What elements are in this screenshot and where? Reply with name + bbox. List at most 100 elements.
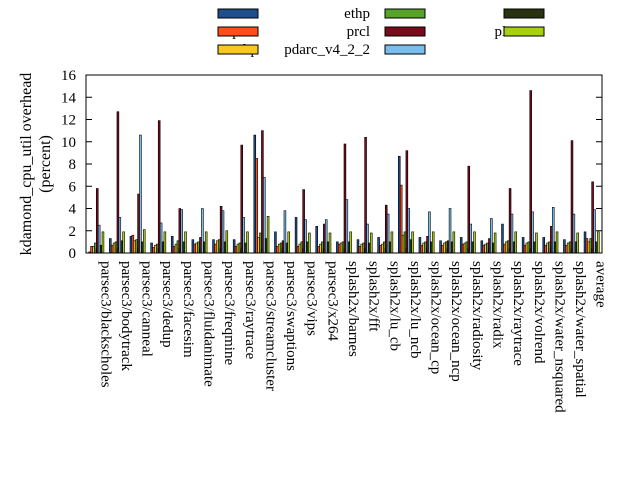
y-axis-title: kdamond_cpu_util overhead (percent) bbox=[18, 73, 54, 256]
y-tick-label: 16 bbox=[61, 68, 77, 84]
bar bbox=[431, 231, 435, 254]
x-tick-label: parsec3/fluidanimate bbox=[201, 261, 217, 387]
bar bbox=[308, 232, 311, 254]
bar bbox=[411, 231, 414, 254]
bar bbox=[370, 232, 373, 254]
bar-group bbox=[563, 140, 579, 254]
y-tick-label: 4 bbox=[69, 202, 77, 218]
x-tick-label: parsec3/bodytrack bbox=[118, 261, 134, 371]
x-tick-labels: parsec3/blackscholes parsec3/bodytrack par… bbox=[95, 248, 609, 413]
bar-group bbox=[356, 137, 373, 254]
bar bbox=[266, 215, 270, 254]
legend-item: plrus-2 bbox=[495, 24, 545, 40]
x-tick-label: splash2x/ocean_cp bbox=[428, 261, 444, 374]
legend-item: ttmo bbox=[503, 6, 545, 22]
bar-group bbox=[109, 111, 125, 254]
bar bbox=[184, 231, 187, 254]
y-tick-label: 0 bbox=[69, 246, 77, 262]
bar bbox=[514, 231, 518, 254]
bar bbox=[204, 231, 208, 254]
x-tick-label: parsec3/dedup bbox=[159, 261, 175, 348]
x-tick-label: splash2x/radiosity bbox=[469, 261, 485, 371]
x-tick-label: parsec3/facesim bbox=[180, 261, 196, 358]
x-tick-label: parsec3/x264 bbox=[324, 261, 340, 341]
bar-group bbox=[398, 150, 414, 254]
x-tick-label: parsec3/blackscholes bbox=[97, 261, 113, 388]
bar bbox=[101, 231, 105, 254]
x-tick-label: splash2x/raytrace bbox=[510, 261, 526, 366]
legend-item: pdarc_v4_2_2 bbox=[284, 42, 426, 58]
bar-group bbox=[150, 120, 167, 254]
bar-group bbox=[542, 207, 559, 254]
x-tick-label: splash2x/water_nsquared bbox=[551, 261, 567, 413]
bar-group bbox=[170, 208, 187, 254]
x-tick-label: splash2x/lu_cb bbox=[386, 261, 402, 351]
x-tick-label: average bbox=[593, 261, 609, 308]
legend-label: ethp bbox=[344, 6, 370, 22]
bar bbox=[349, 231, 352, 254]
bar-group bbox=[253, 130, 270, 254]
bar bbox=[328, 232, 332, 254]
bar-group bbox=[439, 208, 456, 254]
bar bbox=[287, 231, 290, 254]
y-tick-label: 10 bbox=[61, 135, 76, 151]
x-tick-label: parsec3/streamcluster bbox=[262, 261, 278, 391]
y-ticks: 0 2 4 6 8 10 12 14 16 bbox=[61, 68, 602, 262]
y-tick-label: 8 bbox=[69, 157, 77, 173]
x-tick-label: parsec3/swaptions bbox=[283, 261, 299, 371]
bar bbox=[576, 232, 579, 254]
bar bbox=[493, 232, 497, 254]
bar bbox=[163, 231, 167, 254]
bar bbox=[143, 229, 146, 254]
x-tick-label: splash2x/radix bbox=[489, 261, 505, 349]
legend-label: prcl bbox=[347, 24, 370, 40]
bar-group bbox=[336, 143, 352, 254]
bar-group bbox=[274, 210, 290, 254]
legend-swatch bbox=[384, 8, 426, 19]
x-tick-label: parsec3/freqmine bbox=[221, 261, 237, 365]
bar bbox=[390, 231, 394, 254]
y-tick-label: 6 bbox=[69, 179, 77, 195]
legend-swatch bbox=[217, 44, 259, 55]
legend-label: pdarc_v4_2_2 bbox=[284, 42, 370, 58]
legend-swatch bbox=[217, 26, 259, 37]
x-tick-label: splash2x/volrend bbox=[531, 261, 547, 364]
legend-item: prcl bbox=[347, 24, 426, 40]
legend-swatch bbox=[503, 8, 545, 19]
legend-item: rec bbox=[217, 6, 259, 22]
bar bbox=[597, 231, 600, 254]
bar-group bbox=[583, 181, 600, 254]
x-tick-label: parsec3/raytrace bbox=[242, 261, 258, 360]
y-axis-label: kdamond_cpu_util overhead bbox=[18, 73, 35, 256]
bar bbox=[246, 231, 249, 254]
bar-group bbox=[294, 189, 311, 254]
bar-group bbox=[418, 211, 435, 254]
legend-item: thp bbox=[217, 42, 259, 58]
bars bbox=[88, 90, 600, 254]
x-tick-label: splash2x/barnes bbox=[345, 261, 361, 357]
bar-group bbox=[88, 188, 105, 254]
bar-group bbox=[212, 205, 229, 254]
y-tick-label: 14 bbox=[61, 90, 77, 106]
bar bbox=[225, 230, 229, 254]
y-tick-label: 12 bbox=[61, 113, 76, 129]
bar-group bbox=[377, 204, 394, 254]
bar-group bbox=[521, 90, 538, 254]
bar bbox=[139, 134, 142, 254]
legend-swatch bbox=[503, 26, 545, 37]
x-tick-label: parsec3/canneal bbox=[139, 261, 155, 357]
bar bbox=[535, 232, 538, 254]
bar-group bbox=[459, 165, 476, 254]
legend-swatch bbox=[217, 8, 259, 19]
x-tick-label: parsec3/vips bbox=[304, 261, 320, 336]
bar bbox=[452, 231, 456, 254]
bar-group bbox=[129, 134, 146, 254]
bar-group bbox=[315, 219, 332, 254]
y-tick-label: 2 bbox=[69, 224, 77, 240]
legend: rec prec thp ethp prcl pdarc_v4_2_2 ttmo plrus-… bbox=[217, 6, 545, 58]
legend-item: ethp bbox=[344, 6, 426, 22]
bar bbox=[555, 231, 559, 254]
bar bbox=[473, 231, 476, 254]
bar-group bbox=[501, 188, 518, 254]
